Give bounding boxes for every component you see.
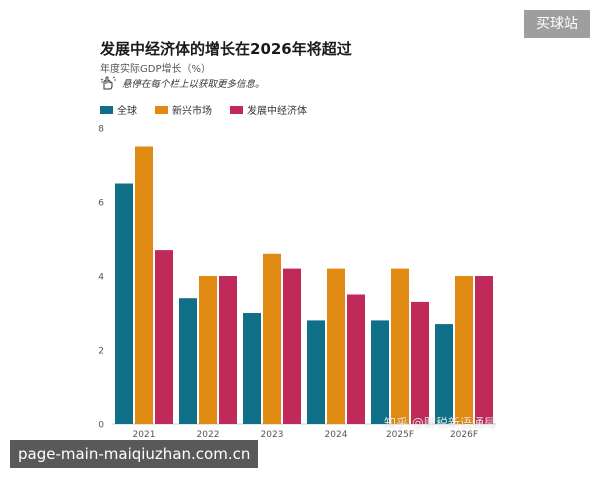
bar-emerging-2025F[interactable]: 新兴市场 2025F: 4.2: [391, 268, 409, 424]
brand-badge[interactable]: 买球站: [524, 10, 590, 38]
y-tick-label: 8: [98, 125, 104, 135]
hover-hint: 悬停在每个栏上以获取更多信息。: [100, 76, 265, 90]
legend-item-developing: 发展中经济体: [230, 102, 307, 117]
bar-global-2025F[interactable]: 全球 2025F: 2.8: [371, 320, 389, 424]
hand-pointer-icon: [100, 76, 116, 90]
bar-emerging-2023[interactable]: 新兴市场 2023: 4.6: [263, 253, 281, 424]
y-tick-label: 4: [98, 273, 104, 283]
bar-developing-2022[interactable]: 发展中经济体 2022: 4: [219, 276, 237, 424]
legend-swatch-developing: [230, 105, 243, 114]
x-tick-label: 2023: [261, 430, 284, 440]
hint-text: 悬停在每个栏上以获取更多信息。: [122, 79, 265, 90]
bar-global-2024[interactable]: 全球 2024: 2.8: [307, 320, 325, 424]
bar-emerging-2022[interactable]: 新兴市场 2022: 4: [199, 276, 217, 424]
chart-legend: 全球 新兴市场 发展中经济体: [100, 102, 325, 117]
chart-title: 发展中经济体的增长在2026年将超过: [100, 40, 352, 58]
x-tick-label: 2022: [197, 430, 220, 440]
y-tick-label: 0: [98, 421, 104, 431]
bar-emerging-2021[interactable]: 新兴市场 2021: 7.5: [135, 146, 153, 425]
legend-swatch-emerging: [155, 105, 168, 114]
y-tick-label: 2: [98, 347, 104, 357]
bar-developing-2024[interactable]: 发展中经济体 2024: 3.5: [347, 294, 365, 425]
bar-global-2026F[interactable]: 全球 2026F: 2.7: [435, 324, 453, 424]
bar-global-2022[interactable]: 全球 2022: 3.4: [179, 298, 197, 424]
legend-swatch-global: [100, 105, 113, 114]
bar-developing-2026F[interactable]: 发展中经济体 2026F: 4: [475, 276, 493, 424]
x-tick-label: 2026F: [450, 430, 478, 440]
watermark: 知乎 @财税新语通局: [384, 416, 496, 430]
x-tick-label: 2025F: [386, 430, 414, 440]
legend-item-emerging: 新兴市场: [155, 102, 212, 117]
bar-emerging-2024[interactable]: 新兴市场 2024: 4.2: [327, 268, 345, 424]
legend-label-emerging: 新兴市场: [172, 106, 212, 117]
bar-developing-2025F[interactable]: 发展中经济体 2025F: 3.3: [411, 301, 429, 424]
bar-developing-2023[interactable]: 发展中经济体 2023: 4.2: [283, 268, 301, 424]
legend-label-developing: 发展中经济体: [247, 106, 307, 117]
y-tick-label: 6: [98, 199, 104, 209]
legend-label-global: 全球: [117, 106, 137, 117]
url-overlay: page-main-maiqiuzhan.com.cn: [10, 440, 259, 468]
bar-emerging-2026F[interactable]: 新兴市场 2026F: 4: [455, 276, 473, 424]
chart-subtitle: 年度实际GDP增长（%）: [100, 64, 211, 75]
bar-developing-2021[interactable]: 发展中经济体 2021: 4.7: [155, 250, 173, 424]
bar-global-2023[interactable]: 全球 2023: 3: [243, 313, 261, 424]
x-tick-label: 2021: [133, 430, 156, 440]
legend-item-global: 全球: [100, 102, 137, 117]
x-tick-label: 2024: [325, 430, 348, 440]
bar-global-2021[interactable]: 全球 2021: 6.5: [115, 183, 133, 425]
